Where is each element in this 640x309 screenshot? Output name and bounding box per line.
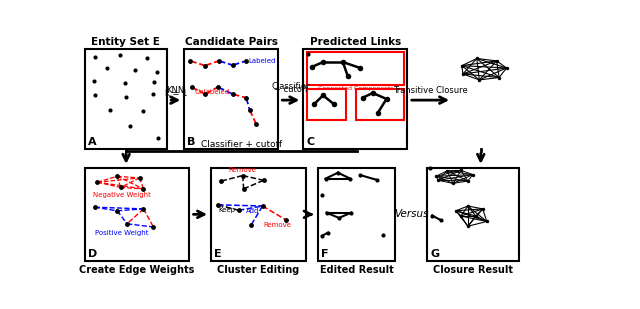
Text: Negative Weight: Negative Weight <box>93 192 151 198</box>
Text: Predicted Links: Predicted Links <box>310 37 401 47</box>
Text: Remove: Remove <box>228 167 257 173</box>
Text: Cluster Editing: Cluster Editing <box>218 265 300 275</box>
Bar <box>318 168 395 261</box>
Text: Candidate Pairs: Candidate Pairs <box>185 37 278 47</box>
Bar <box>211 168 306 261</box>
Text: Keep: Keep <box>219 207 236 213</box>
Text: Create Edge Weights: Create Edge Weights <box>79 265 195 275</box>
Text: D: D <box>88 249 97 259</box>
Text: + cutoff: + cutoff <box>274 85 308 94</box>
Text: Labeled: Labeled <box>249 58 276 64</box>
Text: B: B <box>187 137 195 146</box>
Bar <box>303 49 408 149</box>
Text: KNN: KNN <box>166 86 185 95</box>
Bar <box>85 168 189 261</box>
Bar <box>428 168 519 261</box>
Text: Positive Weight: Positive Weight <box>95 230 149 236</box>
Text: Unlabeled: Unlabeled <box>194 89 229 95</box>
Text: E: E <box>214 249 222 259</box>
Text: k = 1: k = 1 <box>164 89 187 98</box>
Text: Remove: Remove <box>264 222 291 228</box>
Text: Classifier + cutoff: Classifier + cutoff <box>200 140 282 149</box>
Bar <box>85 49 167 149</box>
Text: Classifier: Classifier <box>271 82 310 91</box>
Bar <box>307 52 404 85</box>
Text: Transitive Closure: Transitive Closure <box>394 86 468 95</box>
Text: Edited Result: Edited Result <box>319 265 394 275</box>
Text: C: C <box>306 137 314 146</box>
Text: Closure Result: Closure Result <box>433 265 513 275</box>
Bar <box>184 49 278 149</box>
Bar <box>356 89 404 120</box>
Bar <box>307 89 346 120</box>
Text: Add: Add <box>246 208 259 214</box>
Text: G: G <box>430 249 439 259</box>
Text: Entity Set E: Entity Set E <box>92 37 160 47</box>
Text: Versus: Versus <box>394 209 429 219</box>
Text: Connected Components: Connected Components <box>318 86 394 91</box>
Text: A: A <box>88 137 97 146</box>
Text: F: F <box>321 249 328 259</box>
